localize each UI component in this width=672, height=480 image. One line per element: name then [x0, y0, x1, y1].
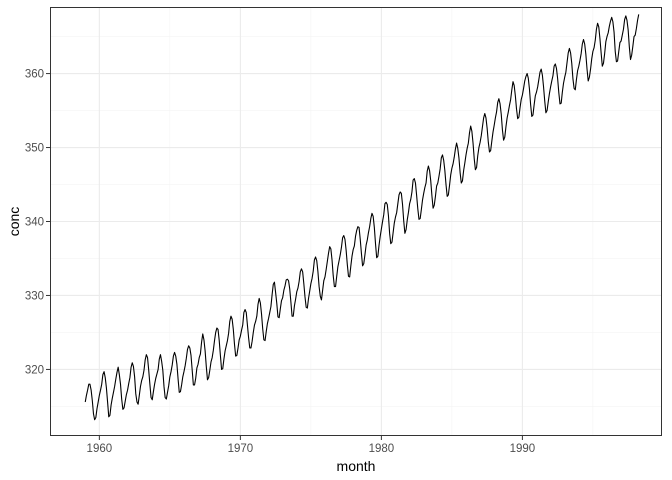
panel-border [50, 7, 662, 436]
y-axis: 320 330 340 350 360 [25, 69, 50, 376]
x-axis-title: month [337, 458, 376, 474]
major-gridlines [50, 7, 662, 436]
y-tick-label: 330 [25, 290, 44, 302]
x-tick-label: 1980 [369, 443, 395, 455]
plot-panel [50, 7, 662, 436]
y-tick-label: 350 [25, 143, 44, 155]
y-tick-label: 360 [25, 69, 44, 81]
x-tick-label: 1960 [87, 443, 113, 455]
y-axis-title: conc [6, 207, 22, 237]
x-axis: 1960 1970 1980 1990 [87, 436, 536, 455]
x-tick-label: 1990 [510, 443, 536, 455]
x-tick-label: 1970 [228, 443, 254, 455]
series-line-conc [84, 14, 640, 421]
y-tick-label: 340 [25, 217, 44, 229]
y-tick-label: 320 [25, 364, 44, 376]
